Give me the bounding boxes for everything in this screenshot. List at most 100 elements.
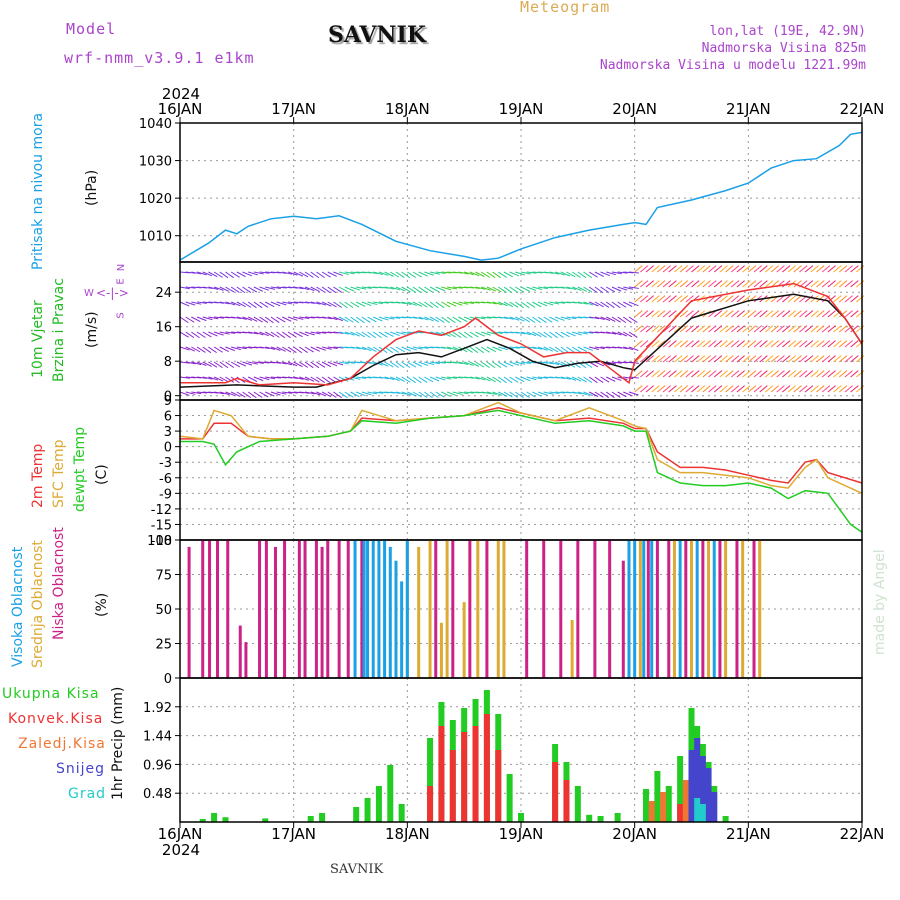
wind-barb: [748, 280, 757, 288]
wind-barb: [219, 361, 229, 369]
wind-barb: [787, 340, 797, 348]
wind-barb: [202, 376, 213, 380]
wind-barb: [486, 301, 497, 305]
bar-snijeg: [688, 750, 695, 822]
wind-barb: [282, 346, 292, 353]
wind-barb: [555, 391, 566, 394]
wind-barb: [594, 376, 604, 384]
wind-barb: [446, 301, 457, 307]
wind-barb: [668, 280, 677, 288]
wind-barb: [293, 346, 303, 354]
bar-niska-oblacnost: [360, 540, 364, 678]
bar-visoka-oblacnost: [650, 540, 654, 678]
wind-barb: [640, 355, 649, 363]
wind-barb: [594, 301, 604, 308]
wind-barb: [236, 346, 247, 350]
wind-barb: [509, 301, 519, 308]
wind-barb: [486, 331, 497, 335]
wind-barb: [270, 286, 281, 290]
wind-barb: [770, 265, 780, 273]
wind-barb: [532, 346, 543, 350]
wind-barb: [265, 286, 276, 290]
wind-barb: [799, 370, 808, 378]
wind-barb: [214, 316, 225, 319]
wind-barb: [571, 271, 581, 278]
wind-barb: [412, 346, 423, 350]
wind-barb: [668, 385, 677, 393]
wind-barb: [827, 295, 836, 303]
bar-niska-oblacnost: [326, 540, 330, 678]
wind-barb: [310, 331, 321, 335]
wind-barb: [367, 271, 378, 275]
wind-barb: [469, 331, 479, 338]
wind-barb: [810, 325, 819, 333]
wind-barb: [526, 361, 537, 364]
wind-barb: [753, 355, 762, 363]
wind-barb: [679, 385, 689, 393]
wind-barb: [748, 265, 757, 273]
wind-barb: [520, 316, 530, 323]
wind-barb: [282, 316, 292, 322]
wind-barb: [549, 301, 560, 305]
wind-barb: [276, 316, 286, 323]
wind-barb: [367, 346, 377, 352]
wind-barb: [679, 265, 689, 273]
wind-barb: [481, 391, 492, 395]
wind-barb: [782, 280, 791, 288]
wind-barb: [390, 376, 400, 382]
wind-barb: [242, 346, 253, 349]
wind-barb: [713, 325, 723, 333]
wind-barb: [702, 280, 711, 288]
wind-barb: [588, 271, 598, 278]
wind-barb: [543, 331, 553, 339]
wind-barb: [299, 391, 310, 394]
wind-barb: [435, 271, 446, 274]
wind-barb: [503, 286, 513, 294]
wind-barb: [236, 271, 246, 278]
wind-barb: [691, 385, 700, 393]
wind-barb: [452, 376, 463, 379]
wind-barb: [213, 271, 223, 278]
wind-barb: [787, 265, 797, 273]
wind-barb: [418, 301, 428, 308]
wind-barb: [549, 361, 560, 366]
wind-barb: [310, 301, 321, 305]
wind-barb: [441, 301, 451, 308]
bar-visoka-oblacnost: [366, 540, 370, 678]
wind-barb: [657, 265, 666, 273]
wind-barb: [589, 331, 600, 334]
wind-barb: [304, 391, 315, 395]
wind-barb: [679, 310, 689, 318]
wind-barb: [662, 280, 672, 288]
wind-barb: [270, 301, 281, 307]
wind-barb: [384, 331, 394, 337]
wind-barb: [736, 325, 745, 333]
wind-barb: [185, 361, 196, 365]
wind-barb: [844, 310, 853, 318]
y-tick-label: 1.92: [143, 701, 172, 716]
wind-barb: [617, 271, 628, 274]
wind-barb: [560, 331, 570, 338]
wind-barb: [293, 316, 304, 320]
wind-barb: [753, 265, 762, 273]
wind-barb: [759, 355, 768, 363]
wind-barb: [810, 385, 819, 393]
wind-barb: [560, 271, 571, 277]
wind-barb: [299, 271, 309, 278]
wind-barb: [378, 316, 389, 321]
wind-barb: [543, 361, 554, 365]
wind-barb: [492, 271, 502, 279]
wind-barb: [526, 331, 537, 337]
bar-srednja-oblacnost: [707, 540, 711, 678]
wind-barb: [236, 286, 246, 294]
wind-barb: [412, 301, 423, 307]
wind-barb: [640, 325, 649, 333]
wind-barb: [276, 286, 287, 289]
wind-barb: [213, 331, 224, 336]
altitude-label: Nadmorska Visina 825m: [701, 41, 866, 56]
wind-barb: [179, 316, 189, 324]
wind-barb: [401, 346, 412, 352]
bar-ukupna-kisa: [307, 816, 314, 822]
wind-barb: [685, 280, 694, 288]
wind-barb: [219, 286, 230, 292]
